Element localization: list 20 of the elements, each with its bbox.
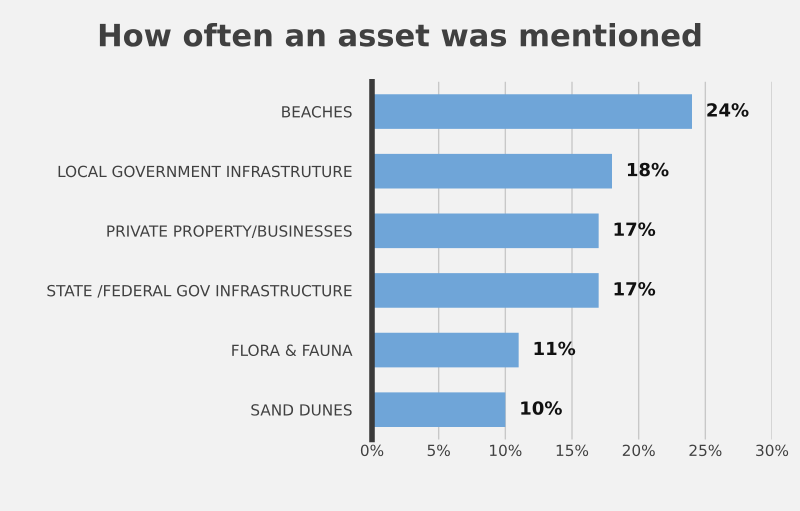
x-tick-label: 30%	[756, 444, 788, 456]
y-tick-label: STATE /FEDERAL GOV INFRASTRUCTURE	[47, 284, 352, 298]
data-label: 18%	[628, 162, 669, 176]
x-tick-label: 20%	[622, 444, 655, 456]
data-label: 11%	[534, 342, 576, 356]
x-tick-label: 25%	[689, 444, 722, 456]
x-tick-label: 10%	[490, 444, 522, 456]
data-label: 24%	[707, 103, 749, 117]
y-tick-label: FLORA & FAUNA	[232, 344, 352, 356]
data-label: 10%	[521, 401, 562, 415]
x-tick-label: 15%	[556, 444, 588, 456]
data-label: 17%	[614, 222, 656, 236]
chart-title: How often an asset was mentioned	[100, 22, 700, 47]
x-tick-label: 5%	[428, 444, 450, 456]
y-tick-label: PRIVATE PROPERTY/BUSINESSES	[107, 225, 352, 238]
y-tick-label: SAND DUNES	[251, 404, 352, 416]
y-tick-label: LOCAL GOVERNMENT INFRASTRUTURE	[58, 166, 352, 178]
x-tick-label: 0%	[360, 444, 384, 456]
y-tick-label: BEACHES	[282, 106, 352, 118]
data-label: 17%	[614, 282, 656, 296]
